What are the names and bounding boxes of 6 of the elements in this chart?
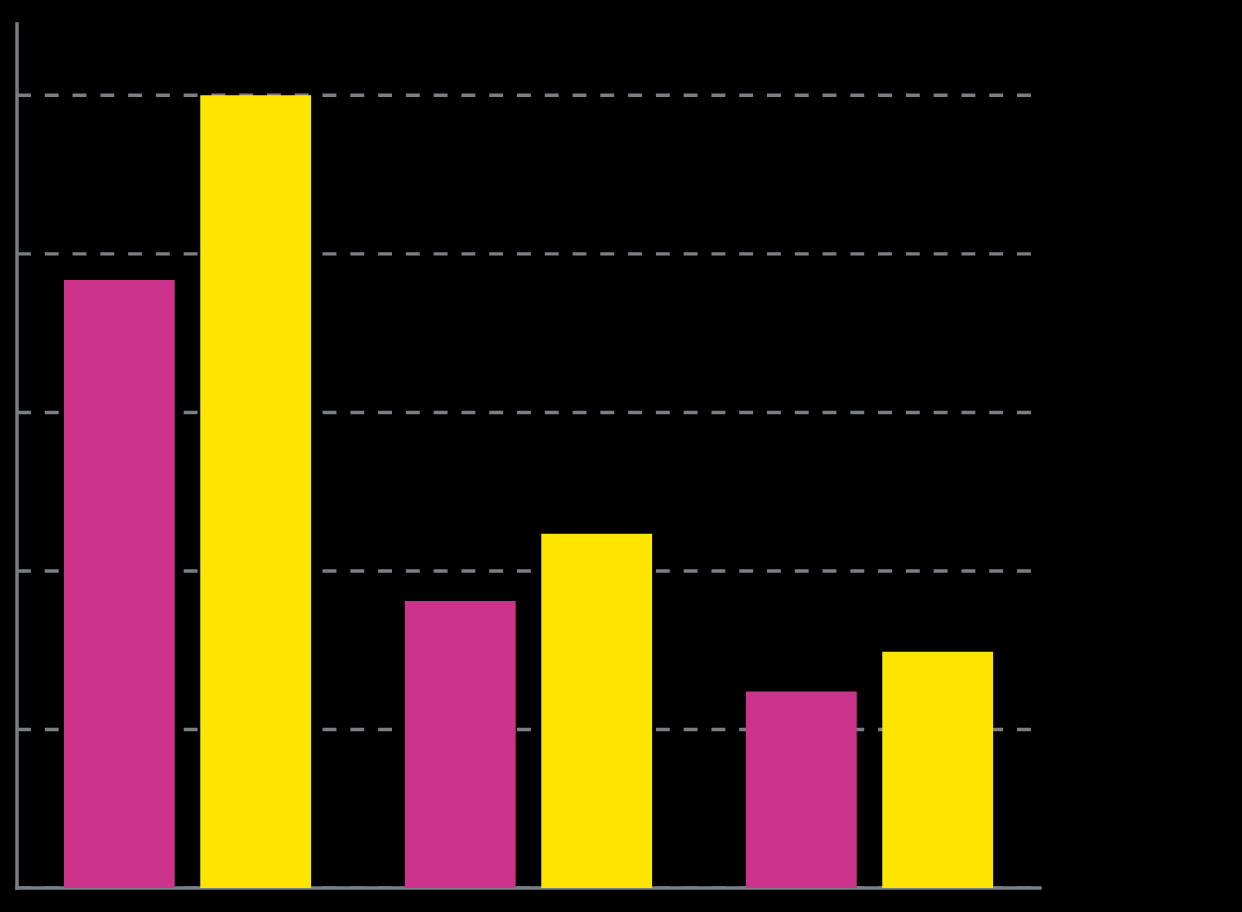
bar — [63, 280, 175, 888]
bar — [200, 95, 312, 888]
bar — [541, 533, 653, 888]
bar — [882, 651, 994, 888]
bar — [745, 691, 857, 888]
bar — [404, 601, 516, 888]
